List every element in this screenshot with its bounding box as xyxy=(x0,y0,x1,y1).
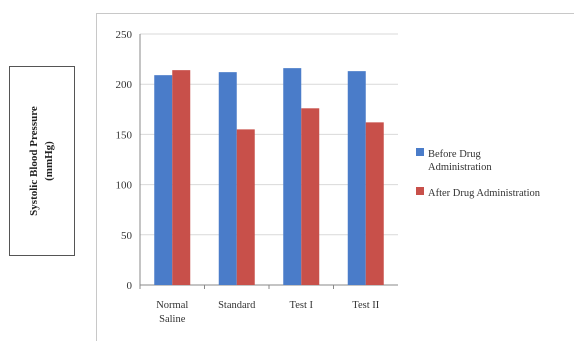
y-tick-label-0: 0 xyxy=(127,280,133,292)
chart-frame xyxy=(96,13,574,341)
y-tick-label-100: 100 xyxy=(116,180,133,192)
x-tick-label-2-line-1: Standard xyxy=(218,300,256,311)
bar-series2-cat1 xyxy=(172,70,191,285)
x-tick-label-1-line-2: Saline xyxy=(159,314,186,325)
legend-label-1-line-1: Before Drug xyxy=(428,149,482,160)
bar-series2-cat4 xyxy=(365,122,384,286)
y-tick-label-50: 50 xyxy=(121,230,133,242)
y-tick-label-200: 200 xyxy=(116,79,133,91)
x-tick-label-4-line-1: Test II xyxy=(352,300,379,311)
bar-series1-cat3 xyxy=(283,68,302,285)
y-tick-label-250: 250 xyxy=(116,29,133,41)
x-tick-label-3-line-1: Test I xyxy=(290,300,314,311)
bar-series1-cat2 xyxy=(218,72,237,285)
legend-label-1-line-2: Administration xyxy=(428,162,492,173)
y-axis-label-box: Systolic Blood Pressure (mmHg) xyxy=(9,66,75,256)
legend-swatch-2 xyxy=(416,187,424,195)
legend-label-2-line-1: After Drug Administration xyxy=(428,188,541,199)
legend-swatch-1 xyxy=(416,148,424,156)
bar-series1-cat4 xyxy=(347,71,366,285)
y-tick-label-150: 150 xyxy=(116,129,133,141)
bar-series2-cat2 xyxy=(236,129,255,285)
bar-series1-cat1 xyxy=(154,75,173,285)
bar-series2-cat3 xyxy=(301,108,320,286)
x-tick-label-1-line-1: Normal xyxy=(156,300,188,311)
